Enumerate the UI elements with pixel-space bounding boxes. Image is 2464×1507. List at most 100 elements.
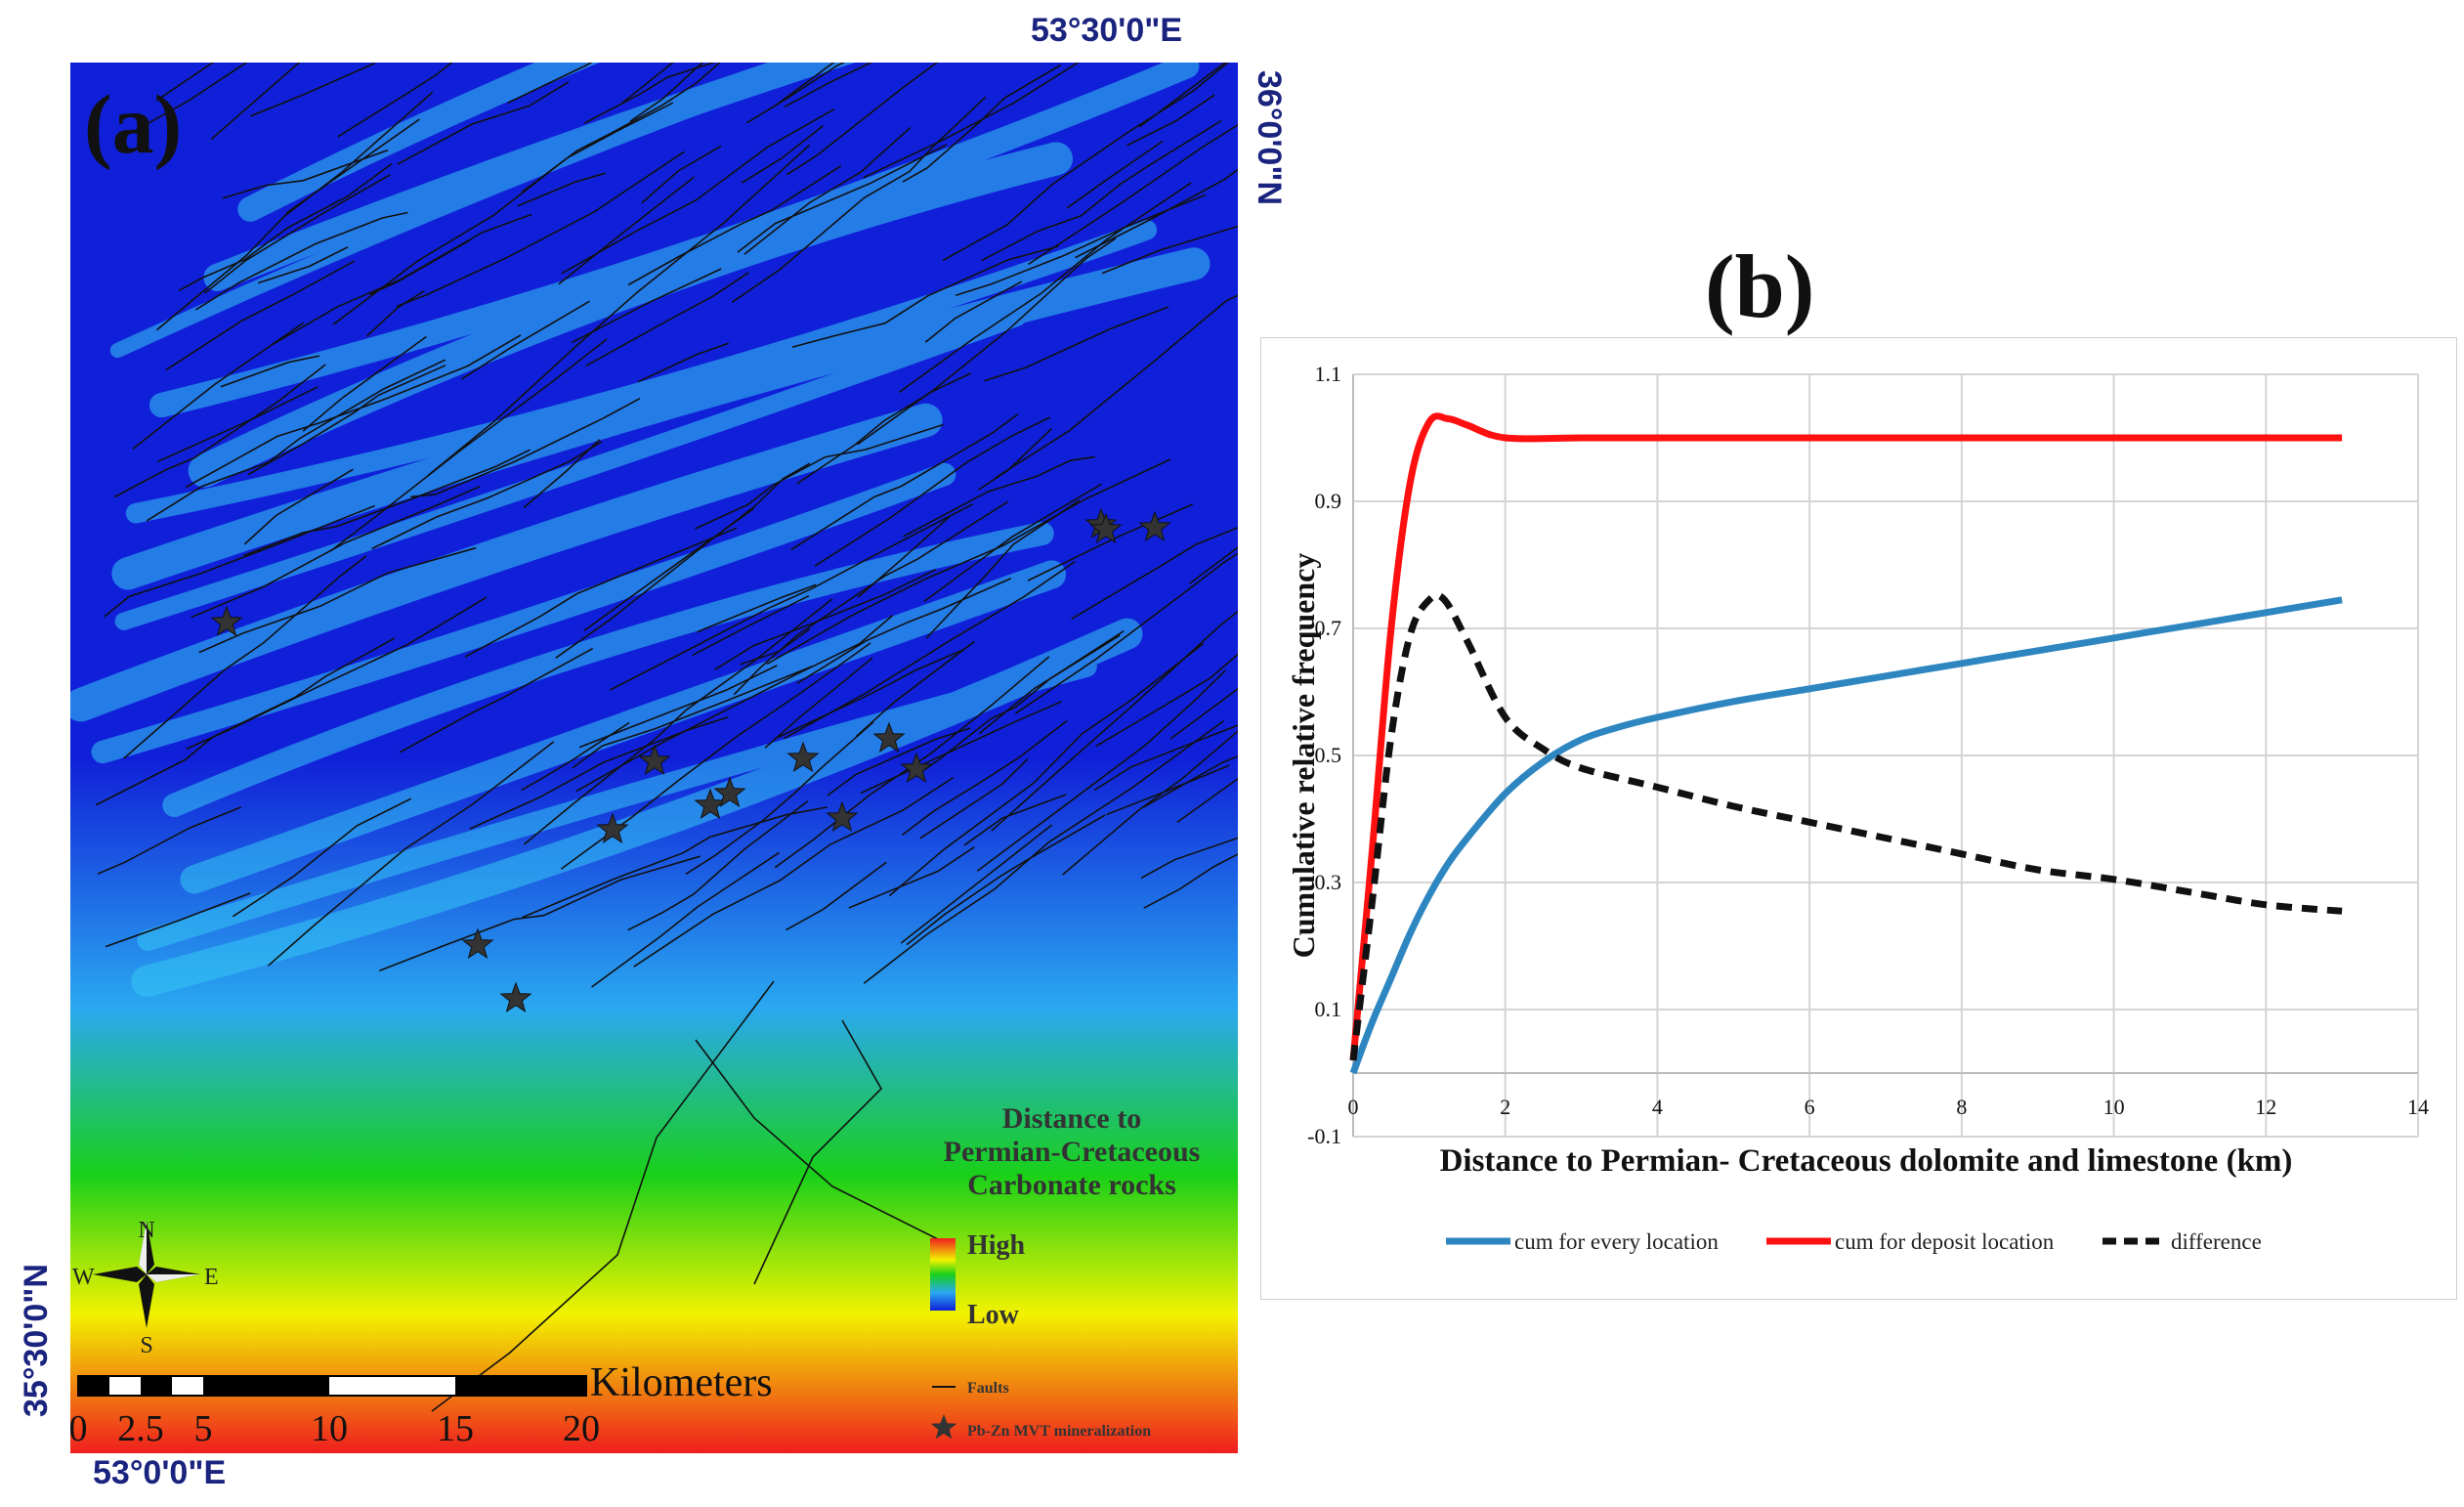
- panel-label-b: (b): [1705, 237, 1815, 336]
- y-axis-ticks: -0.1 0.1 0.3 0.5 0.7 0.9 1.1: [1307, 362, 1341, 1148]
- fault-line: [919, 758, 1029, 840]
- scale-tick-2-5: 2.5: [117, 1408, 164, 1449]
- chart-frame: [1260, 337, 2457, 1300]
- mineralization-star: [1138, 510, 1171, 542]
- fault-line: [796, 578, 1012, 684]
- fault-line: [461, 300, 590, 380]
- x-tick-label: 8: [1956, 1095, 1967, 1119]
- fault-line: [267, 741, 555, 967]
- fault-line: [397, 81, 570, 165]
- fault-line: [978, 634, 1121, 735]
- fault-line: [827, 727, 971, 797]
- fault-line: [257, 246, 349, 284]
- mineralization-star: [596, 812, 629, 844]
- y-tick-label: 1.1: [1315, 362, 1342, 386]
- fault-line: [247, 365, 446, 476]
- mineralization-star: [638, 744, 671, 776]
- legend-low-label: Low: [967, 1300, 1020, 1330]
- fault-line: [863, 719, 1224, 984]
- cyan-band: [70, 403, 943, 722]
- fault-line: [105, 892, 251, 948]
- legend-faults-label: Faults: [967, 1380, 1009, 1397]
- fault-line: [814, 416, 1051, 567]
- fault-line: [863, 63, 1080, 179]
- fault-line: [578, 665, 778, 749]
- scale-bar: [77, 1375, 587, 1397]
- fault-line: [784, 63, 873, 108]
- fault-line: [132, 322, 305, 451]
- fault-line: [994, 294, 1238, 479]
- fault-line: [1188, 546, 1238, 585]
- legend-title-line-1: Distance to: [1002, 1102, 1141, 1135]
- fault-line: [469, 715, 729, 830]
- fault-line: [981, 119, 1222, 262]
- coord-top-longitude: 53°30'0"E: [1031, 12, 1183, 49]
- north-arrow-compass: [93, 1221, 200, 1328]
- fault-line: [629, 63, 704, 123]
- mineralization-star: [210, 605, 243, 637]
- x-axis-ticks: 0 2 4 6 8 10 12 14: [1348, 1095, 2430, 1119]
- fault-line: [1014, 552, 1238, 714]
- fault-line: [431, 980, 775, 1412]
- scale-tick-10: 10: [311, 1408, 348, 1449]
- fault-line: [695, 1039, 951, 1246]
- y-tick-label: 0.1: [1315, 997, 1342, 1021]
- fault-line: [627, 164, 842, 286]
- compass-north: N: [138, 1218, 154, 1243]
- fault-line: [1140, 837, 1238, 880]
- fault-line: [923, 483, 1102, 603]
- fault-line: [272, 213, 532, 345]
- fault-line: [856, 237, 1117, 446]
- fault-line: [900, 824, 1053, 944]
- y-axis-label: Cumulative relative frequency: [1286, 553, 1321, 959]
- fault-line: [733, 500, 1009, 696]
- compass-east: E: [204, 1265, 219, 1290]
- fault-line: [743, 126, 912, 255]
- fault-line: [572, 665, 813, 769]
- fault-line: [561, 108, 835, 275]
- mineralization-star: [713, 776, 746, 808]
- fault-line: [243, 468, 354, 545]
- series-line-0: [1349, 596, 2343, 1075]
- fault-line: [210, 63, 301, 141]
- fault-line: [1095, 653, 1238, 748]
- fault-line: [165, 260, 356, 371]
- fault-line: [633, 777, 955, 968]
- scale-tick-15: 15: [437, 1408, 474, 1449]
- fault-line: [399, 647, 594, 754]
- mineralization-star: [1089, 512, 1123, 544]
- fault-line: [741, 124, 824, 184]
- x-tick-label: 2: [1500, 1095, 1510, 1119]
- fault-line: [583, 63, 716, 124]
- fault-line: [104, 504, 375, 618]
- coord-left-latitude: 35°30'0"N: [18, 1264, 55, 1417]
- x-tick-label: 14: [2407, 1095, 2429, 1119]
- mineralization-star: [872, 721, 906, 754]
- cyan-band: [131, 618, 1143, 997]
- fault-line: [250, 63, 376, 117]
- cyan-band: [237, 63, 600, 222]
- scale-tick-0: 0: [70, 1408, 88, 1449]
- fault-lines: [95, 63, 1238, 1412]
- fault-line: [784, 560, 1076, 740]
- fault-line: [95, 637, 396, 806]
- x-axis-label: Distance to Permian- Cretaceous dolomite…: [1440, 1143, 2293, 1179]
- distance-map: (a) Distance to Permian-Cretaceous Carbo…: [70, 63, 1238, 1453]
- x-tick-label: 0: [1348, 1095, 1359, 1119]
- coord-right-latitude: 36°0'0"N: [1251, 70, 1288, 205]
- scale-tick-20: 20: [563, 1408, 600, 1449]
- fault-line: [786, 63, 939, 176]
- fault-line: [585, 272, 749, 367]
- fault-line: [507, 63, 593, 105]
- fault-line: [572, 268, 722, 344]
- fault-line: [337, 63, 453, 138]
- fault-line: [591, 851, 780, 988]
- fault-line: [977, 428, 1052, 491]
- fault-line: [464, 527, 738, 658]
- fault-line: [113, 364, 326, 498]
- fault-line: [155, 91, 434, 331]
- fault-line: [220, 355, 320, 388]
- y-tick-label: 0.3: [1315, 870, 1342, 894]
- x-tick-label: 6: [1805, 1095, 1815, 1119]
- fault-line: [185, 334, 522, 489]
